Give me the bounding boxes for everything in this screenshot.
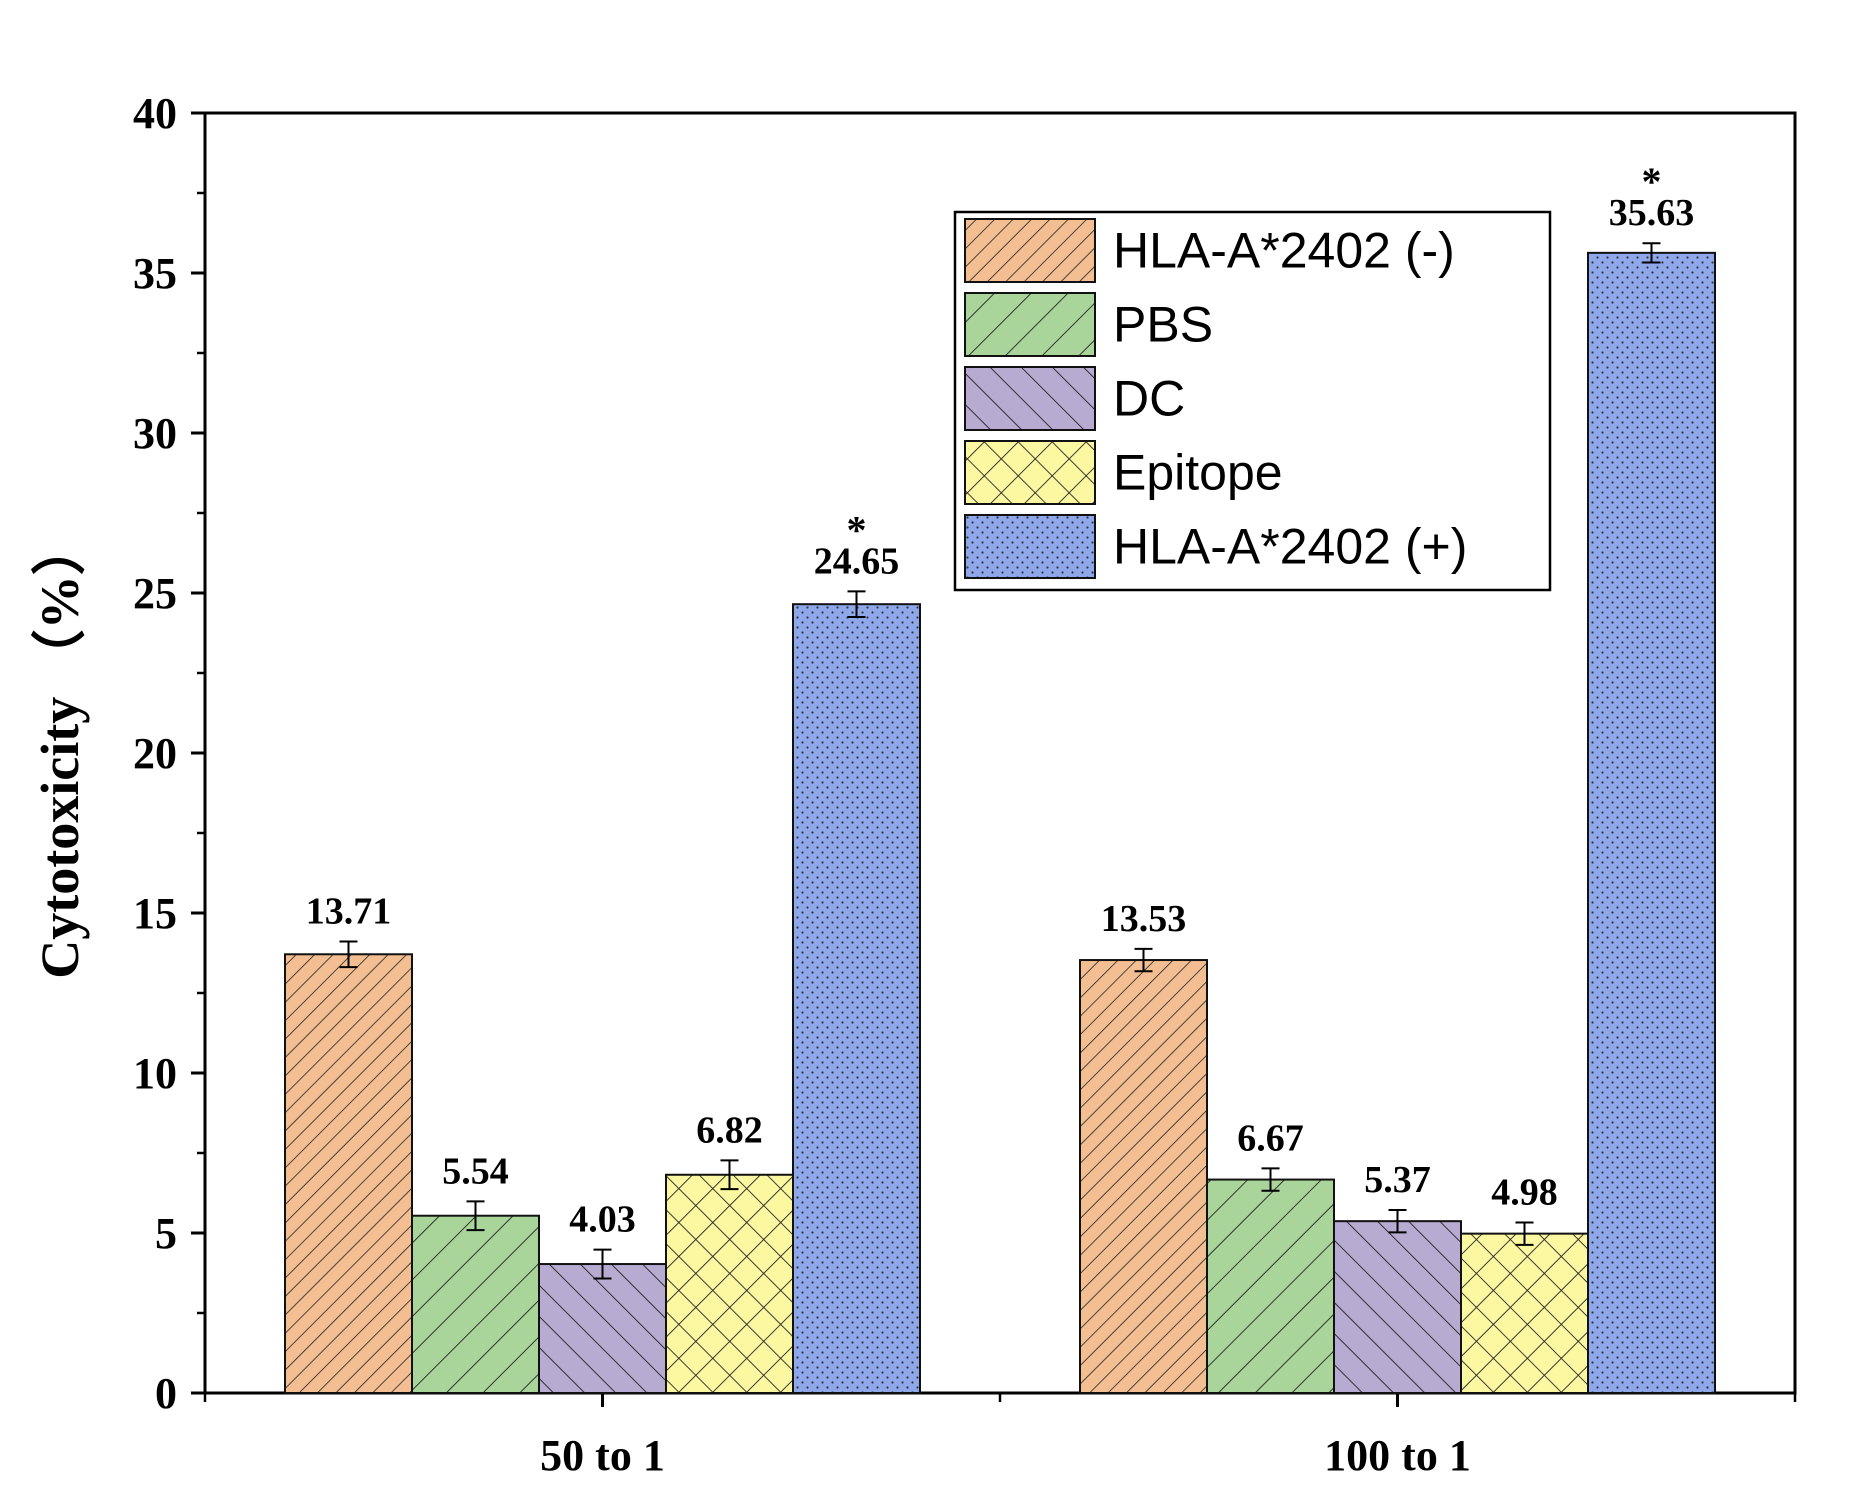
data-label: 24.65 [814, 540, 900, 582]
data-label: 4.03 [569, 1199, 636, 1241]
data-label: 13.71 [306, 890, 392, 932]
bar [1333, 1220, 1462, 1395]
y-tick-label: 10 [133, 1049, 177, 1098]
y-tick-label: 0 [155, 1369, 177, 1418]
x-axis-ticks: 50 to 1 100 to 1 [203, 1393, 1797, 1480]
legend-label: HLA-A*2402 (-) [1113, 223, 1455, 279]
bar [665, 1173, 794, 1395]
x-tick-label: 100 to 1 [1324, 1431, 1471, 1480]
legend-swatch [964, 514, 1096, 579]
legend-swatch [964, 366, 1096, 431]
legend-label: Epitope [1113, 445, 1283, 501]
y-axis-ticks: 0 5 10 15 20 25 30 35 40 [133, 89, 205, 1418]
data-label: 6.82 [696, 1109, 763, 1151]
bar [792, 603, 921, 1394]
y-tick-label: 40 [133, 89, 177, 138]
data-label: 6.67 [1237, 1117, 1304, 1159]
data-label: 5.54 [442, 1150, 509, 1192]
error-bars-group [339, 242, 1661, 1280]
bar [1079, 959, 1208, 1394]
x-tick-label: 50 to 1 [540, 1431, 665, 1480]
data-label: 5.37 [1364, 1159, 1431, 1201]
legend: HLA-A*2402 (-) PBS DC Epitope HLA-A*2402 (+) [953, 210, 1552, 592]
y-axis-title: Cytotoxicity （%） [30, 521, 90, 978]
bar [1460, 1232, 1589, 1395]
significance-star: * [847, 507, 867, 552]
y-tick-label: 15 [133, 889, 177, 938]
legend-label: HLA-A*2402 (+) [1113, 519, 1467, 575]
data-label: 13.53 [1101, 898, 1187, 940]
bars-group [284, 251, 1716, 1395]
data-label: 4.98 [1491, 1171, 1558, 1213]
bar [411, 1214, 540, 1394]
bar [1206, 1178, 1335, 1395]
significance-star: * [1642, 159, 1662, 204]
y-tick-label: 25 [133, 569, 177, 618]
y-tick-label: 5 [155, 1209, 177, 1258]
legend-label: DC [1113, 371, 1185, 427]
legend-swatch [964, 292, 1096, 357]
y-tick-label: 35 [133, 249, 177, 298]
bar [538, 1263, 667, 1395]
legend-label: PBS [1113, 297, 1213, 353]
bar [284, 953, 413, 1395]
legend-swatch [964, 440, 1096, 505]
legend-swatch [964, 218, 1096, 283]
y-tick-label: 30 [133, 409, 177, 458]
data-label: 35.63 [1609, 192, 1695, 234]
y-tick-label: 20 [133, 729, 177, 778]
bar [1587, 251, 1716, 1395]
